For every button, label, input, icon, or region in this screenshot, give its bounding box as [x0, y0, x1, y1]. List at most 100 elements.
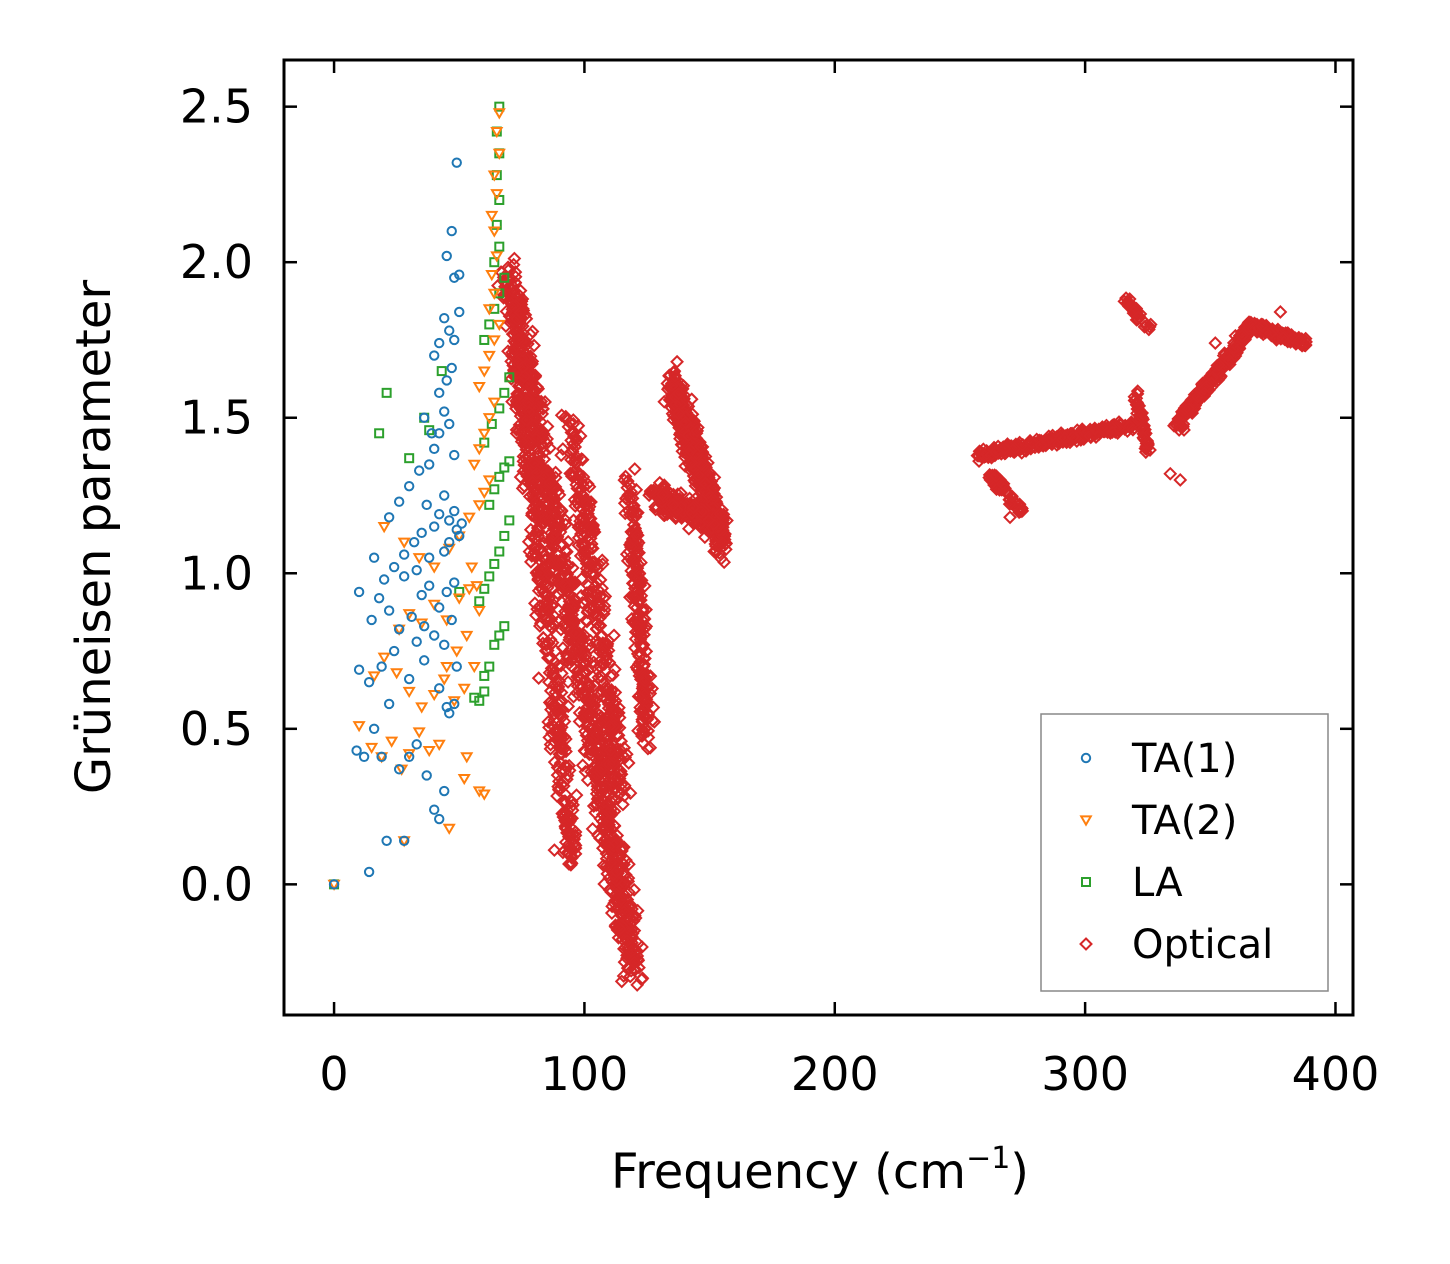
point-optical: [589, 746, 603, 761]
point-ta2: [482, 413, 496, 425]
point-ta1: [418, 412, 430, 423]
point-ta1: [434, 387, 445, 399]
point-ta1: [383, 605, 395, 616]
point-optical: [555, 553, 570, 568]
point-optical: [1227, 341, 1242, 355]
point-ta1: [441, 250, 452, 262]
point-optical: [540, 611, 555, 626]
point-optical: [508, 335, 523, 350]
point-optical: [646, 483, 661, 498]
point-optical: [527, 456, 541, 471]
point-ta1: [393, 624, 405, 635]
point-optical: [578, 764, 593, 779]
point-optical: [634, 972, 649, 987]
point-ta2: [477, 428, 491, 440]
point-optical: [633, 704, 648, 719]
point-optical: [544, 543, 559, 558]
point-la: [489, 484, 500, 495]
point-ta1: [439, 785, 450, 797]
point-optical: [623, 786, 638, 801]
point-optical: [979, 447, 994, 461]
point-ta2: [485, 210, 499, 223]
point-optical: [552, 747, 567, 762]
point-ta1: [403, 751, 415, 763]
point-ta1: [363, 866, 375, 878]
point-ta2: [377, 652, 391, 664]
point-optical: [1275, 330, 1290, 345]
point-optical: [533, 553, 547, 568]
point-ta2: [452, 593, 466, 605]
point-optical: [712, 546, 727, 561]
point-optical: [597, 599, 612, 613]
point-la: [494, 101, 505, 112]
point-ta2: [482, 475, 496, 487]
point-optical: [683, 444, 698, 458]
point-optical: [630, 662, 645, 677]
point-ta1: [449, 505, 460, 517]
point-optical: [525, 408, 540, 423]
point-la: [489, 558, 500, 569]
point-optical: [581, 578, 596, 593]
point-optical: [543, 501, 558, 516]
point-ta1: [411, 564, 422, 576]
point-optical: [1199, 379, 1214, 394]
point-ta1: [446, 362, 457, 374]
point-la: [504, 456, 515, 467]
point-optical: [1173, 473, 1188, 487]
point-optical: [1243, 315, 1258, 330]
point-optical: [593, 747, 608, 762]
point-ta2: [415, 618, 429, 630]
point-optical: [1034, 438, 1049, 452]
point-ta1: [328, 879, 340, 890]
point-optical: [604, 683, 619, 697]
point-optical: [664, 378, 679, 393]
point-la: [381, 387, 392, 398]
point-ta2: [462, 584, 476, 596]
point-optical: [613, 922, 627, 937]
point-optical: [1007, 441, 1022, 456]
point-optical: [533, 566, 548, 581]
legend-marker-ta2: [1079, 815, 1093, 827]
y-tick-label: 0.0: [180, 857, 253, 911]
point-optical: [693, 439, 708, 454]
point-ta2: [377, 522, 391, 534]
point-ta1: [363, 676, 375, 688]
point-optical: [554, 685, 569, 700]
x-tick-label: 100: [541, 1047, 629, 1101]
point-optical: [546, 521, 561, 536]
point-optical: [671, 386, 686, 401]
point-ta2: [412, 553, 426, 565]
point-ta1: [429, 630, 440, 641]
point-optical: [601, 633, 616, 648]
point-ta1: [376, 661, 387, 672]
point-ta1: [446, 225, 457, 237]
point-optical: [573, 514, 588, 529]
point-optical: [626, 510, 641, 525]
point-la: [436, 366, 447, 377]
point-optical: [532, 501, 547, 516]
point-ta1: [358, 751, 370, 763]
point-ta1: [376, 751, 387, 763]
point-optical: [630, 589, 645, 604]
point-ta2: [472, 382, 486, 394]
point-optical: [620, 933, 635, 948]
legend: TA(1) TA(2) LA Optical: [1040, 713, 1329, 992]
point-ta1: [406, 611, 417, 623]
point-optical: [627, 590, 641, 605]
point-optical: [623, 507, 637, 522]
point-optical: [1292, 333, 1306, 348]
point-la: [499, 462, 510, 473]
point-la: [499, 530, 510, 541]
legend-markers: [1079, 752, 1093, 951]
point-la: [494, 546, 505, 557]
point-ta1: [444, 325, 455, 336]
point-optical: [635, 637, 650, 652]
point-optical: [508, 321, 523, 335]
point-optical: [621, 871, 636, 885]
point-ta1: [383, 512, 395, 523]
point-ta1: [416, 589, 427, 601]
point-ta2: [482, 350, 496, 363]
point-ta2: [390, 668, 404, 680]
point-la: [404, 453, 415, 464]
